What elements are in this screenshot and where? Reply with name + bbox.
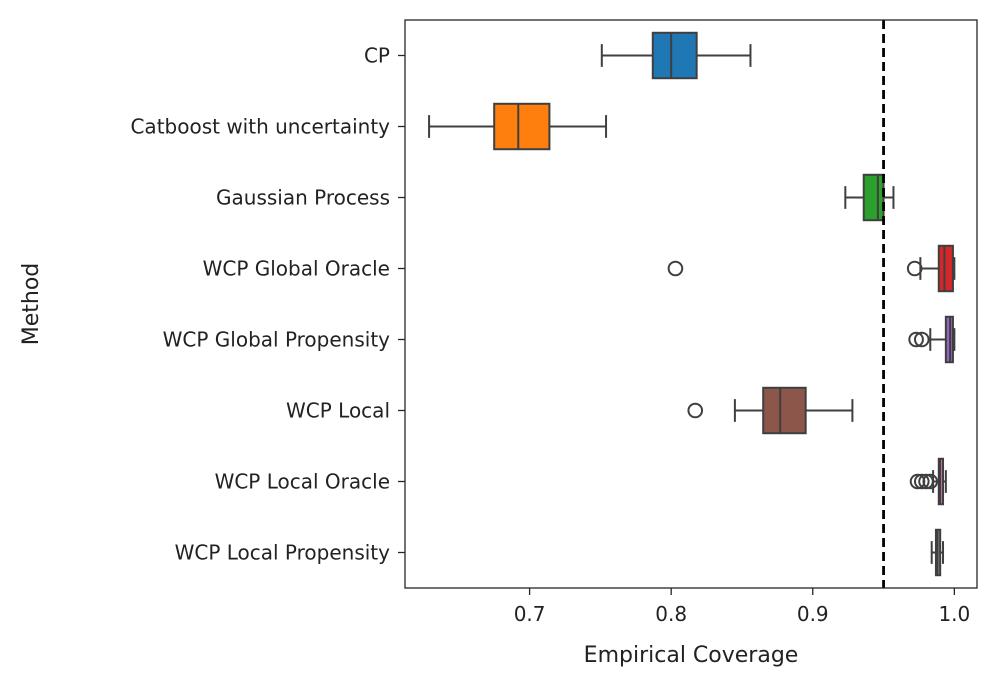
box-group-7 <box>930 528 945 577</box>
box-group-4 <box>908 315 956 364</box>
outlier-point <box>913 473 930 490</box>
x-tick-label: 1.0 <box>938 602 970 626</box>
outlier-point <box>908 331 924 348</box>
outlier-point <box>922 473 939 490</box>
y-category-label: CP <box>364 44 390 68</box>
iqr-box <box>651 31 698 80</box>
outlier-point <box>913 331 930 348</box>
outlier-point <box>667 260 684 277</box>
plot-frame <box>404 19 978 589</box>
x-tick-label: 0.7 <box>514 602 546 626</box>
iqr-box <box>937 244 954 293</box>
box-group-3 <box>667 244 956 293</box>
axis-layer: 0.7 0.8 0.9 1.0 CP Catboost with uncertainty G… <box>130 44 970 627</box>
outlier-point <box>918 473 934 490</box>
y-axis-label: Method <box>19 263 44 346</box>
y-category-label: WCP Local <box>286 399 390 423</box>
y-category-label: WCP Global Oracle <box>203 257 390 281</box>
x-axis-label: Empirical Coverage <box>584 643 799 668</box>
box-group-0 <box>600 31 752 80</box>
box-group-6 <box>909 457 947 506</box>
outlier-point <box>687 402 704 419</box>
iqr-box <box>493 102 551 151</box>
box-group-5 <box>687 386 854 435</box>
x-tick-label: 0.9 <box>797 602 829 626</box>
iqr-box <box>762 386 807 435</box>
plot-layer <box>428 20 956 588</box>
y-category-label: WCP Local Oracle <box>215 470 390 494</box>
box-group-1 <box>428 102 608 151</box>
box-group-2 <box>844 173 895 222</box>
y-category-label: Catboost with uncertainty <box>130 115 390 139</box>
x-tick-label: 0.8 <box>655 602 687 626</box>
iqr-box <box>862 173 885 222</box>
y-category-label: WCP Global Propensity <box>163 328 391 352</box>
y-category-label: Gaussian Process <box>216 186 390 210</box>
outlier-point <box>906 260 923 277</box>
y-category-label: WCP Local Propensity <box>175 541 391 565</box>
